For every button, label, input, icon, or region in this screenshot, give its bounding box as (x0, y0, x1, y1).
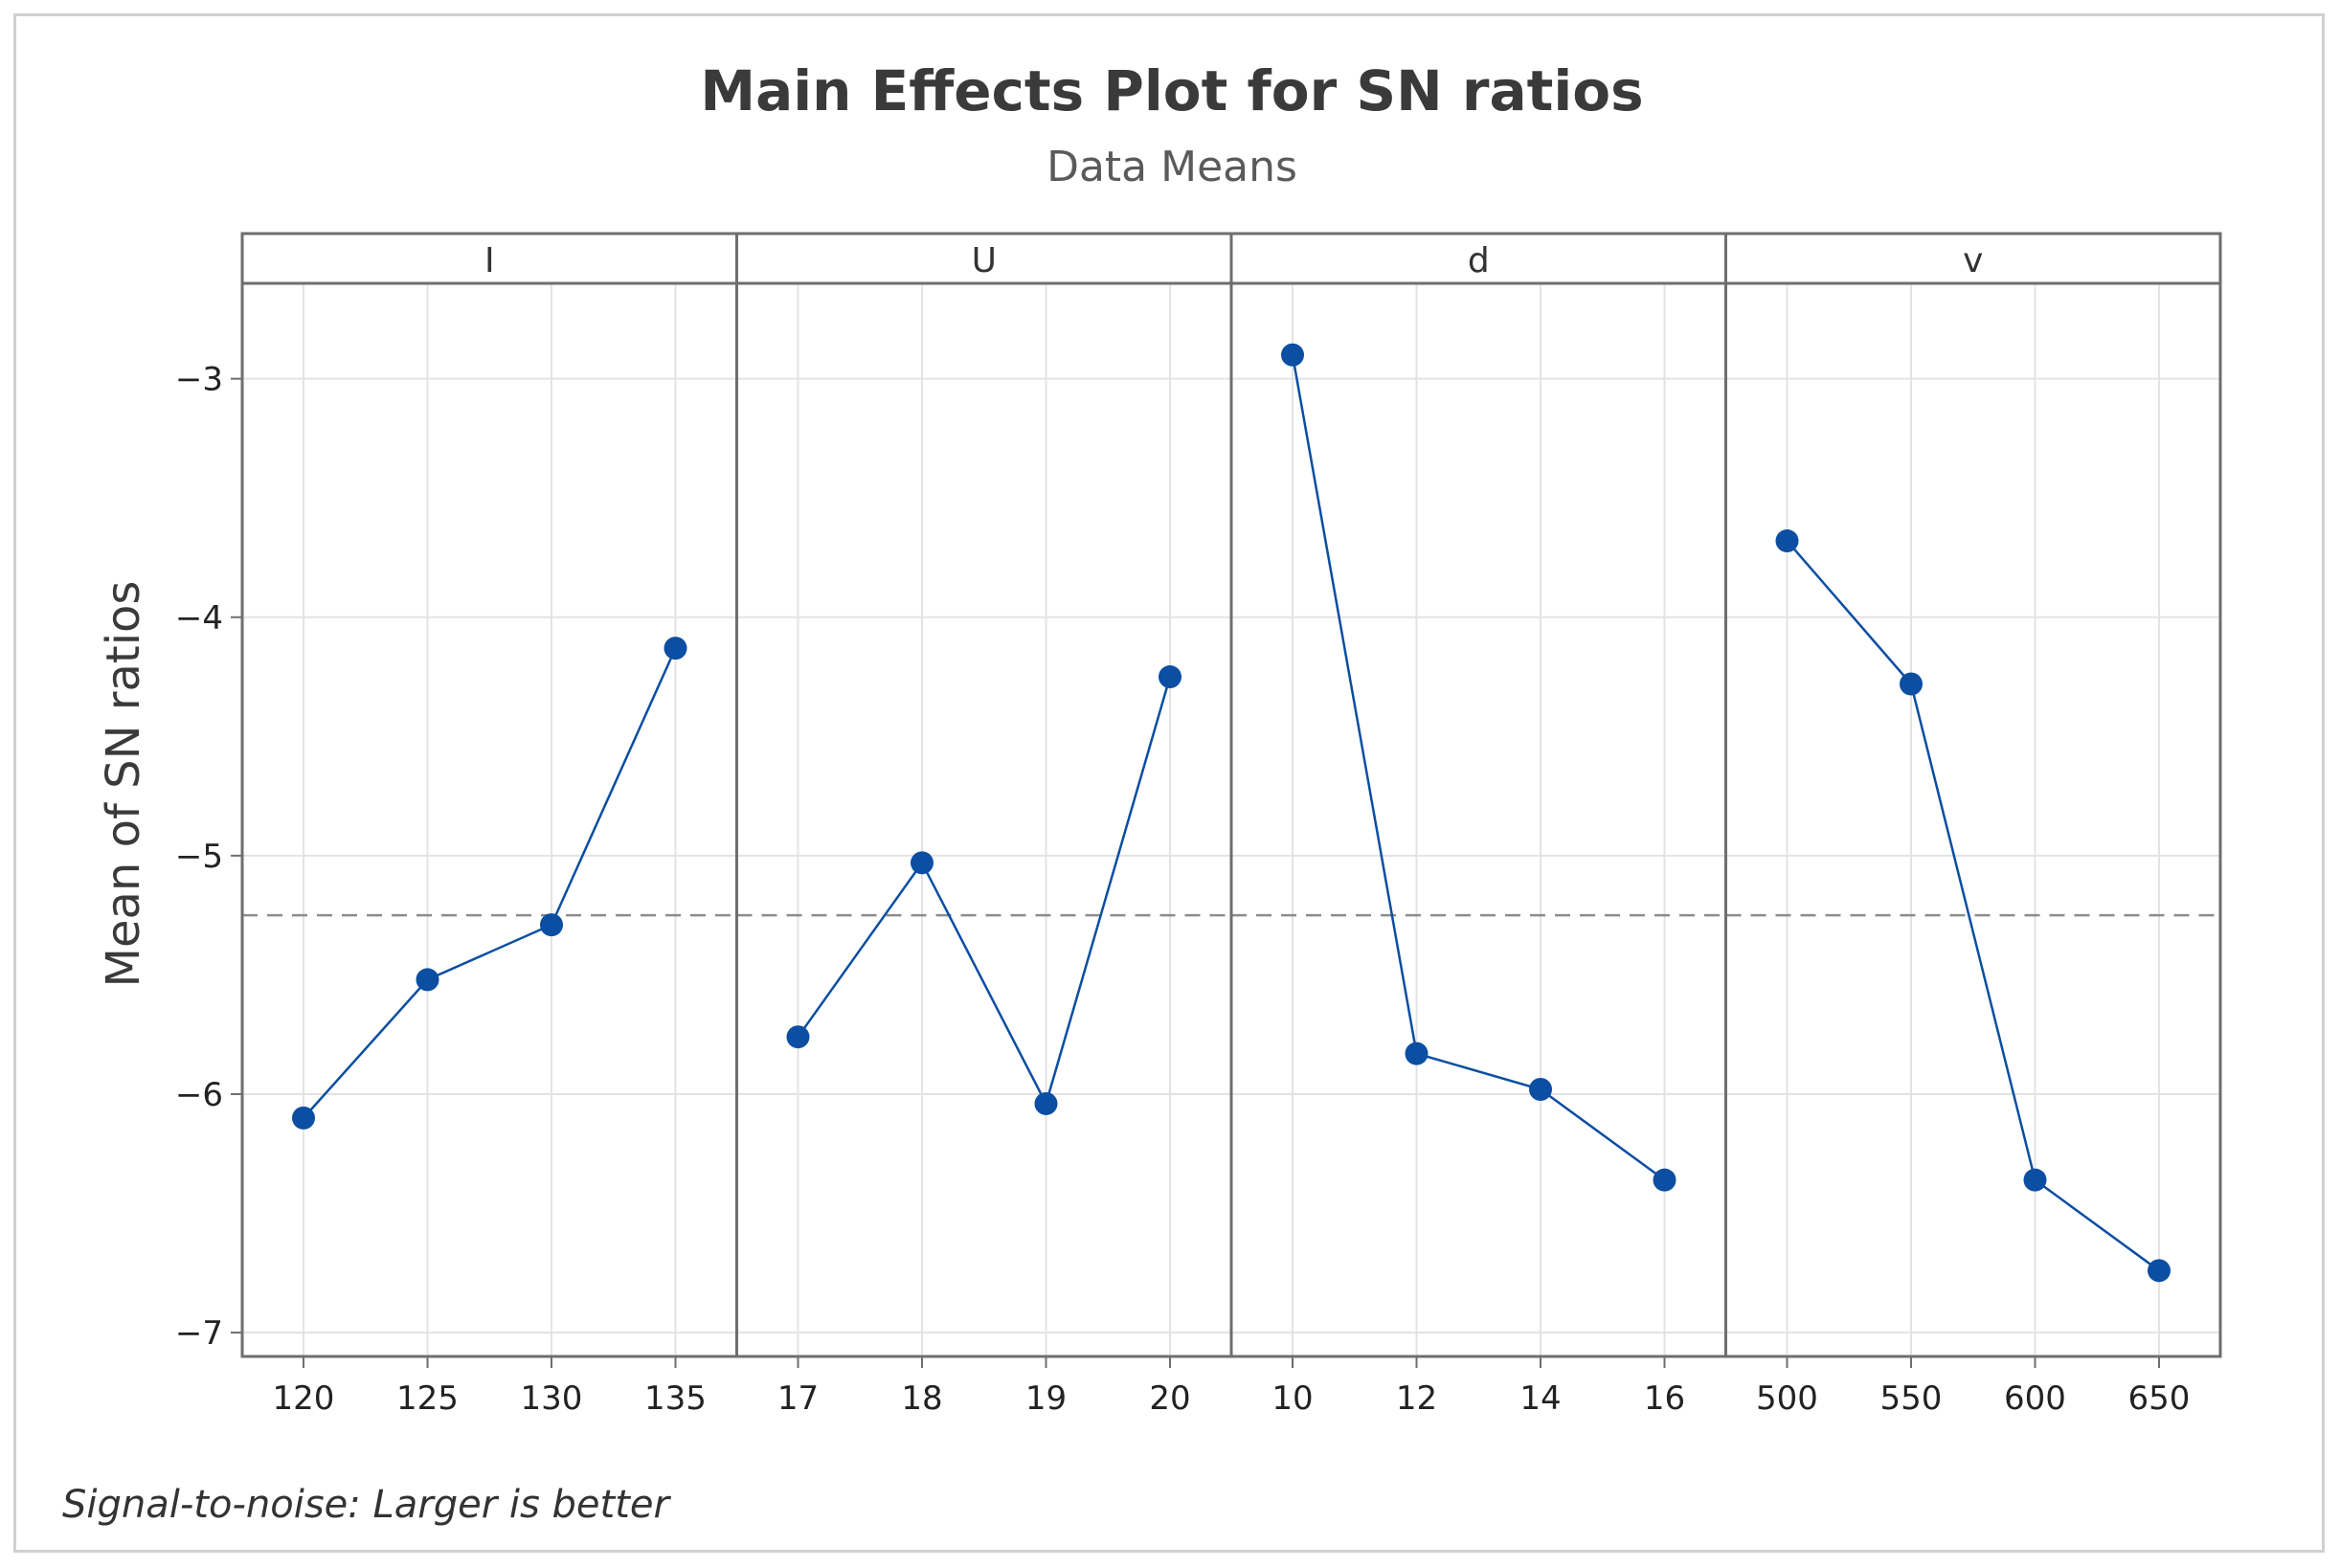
panel-header-v: v (1963, 241, 1983, 280)
data-point (1405, 1042, 1429, 1065)
series-line-I (303, 647, 677, 1119)
x-tick-label: 17 (777, 1379, 819, 1418)
data-point (2023, 1168, 2047, 1192)
x-tick-label: 19 (1025, 1379, 1067, 1418)
x-tick-label: 650 (2128, 1379, 2191, 1418)
y-tick-label: −4 (175, 599, 223, 638)
data-point (1900, 672, 1923, 696)
x-tick-label: 20 (1149, 1379, 1190, 1418)
data-point (2148, 1259, 2171, 1283)
data-point (1034, 1091, 1058, 1115)
series-line-v (1786, 540, 2160, 1272)
x-tick-label: 14 (1519, 1379, 1561, 1418)
data-point (1775, 529, 1799, 553)
data-point (1653, 1168, 1676, 1192)
x-tick-label: 135 (644, 1379, 707, 1418)
panel-header-d: d (1468, 241, 1490, 280)
series-line-d (1291, 354, 1666, 1181)
y-tick-label: −7 (175, 1314, 223, 1353)
x-tick-label: 12 (1396, 1379, 1437, 1418)
data-point (911, 851, 934, 875)
x-tick-label: 16 (1644, 1379, 1685, 1418)
x-tick-label: 550 (1880, 1379, 1943, 1418)
y-tick-label: −3 (175, 361, 223, 399)
x-tick-label: 120 (273, 1379, 335, 1418)
chart-subtitle: Data Means (1046, 143, 1297, 191)
x-tick-label: 600 (2004, 1379, 2066, 1418)
data-point (664, 637, 687, 661)
x-tick-label: 10 (1271, 1379, 1313, 1418)
series-line-U (797, 676, 1172, 1108)
data-point (1281, 343, 1304, 367)
footnote: Signal-to-noise: Larger is better (62, 1483, 672, 1527)
chart-title: Main Effects Plot for SN ratios (700, 58, 1643, 123)
y-axis-label: Mean of SN ratios (97, 581, 150, 988)
y-tick-label: −5 (175, 838, 223, 876)
chart-frame: Main Effects Plot for SN ratios Data Mea… (13, 13, 2325, 1553)
main-effects-chart: Main Effects Plot for SN ratios Data Mea… (62, 58, 2222, 1527)
plot-area: −7 −6 −5 −4 −3 120 125 130 135 I 17 18 19 20 U 10 12 14 16… (175, 232, 2222, 1418)
x-tick-label: 130 (521, 1379, 583, 1418)
x-tick-label: 125 (396, 1379, 459, 1418)
y-tick-label: −6 (175, 1076, 223, 1114)
data-point (292, 1106, 315, 1130)
data-point (540, 913, 563, 937)
panel-header-I: I (484, 241, 495, 280)
panel-header-U: U (972, 241, 997, 280)
x-tick-label: 500 (1756, 1379, 1818, 1418)
data-point (1529, 1077, 1552, 1101)
data-point (1159, 665, 1181, 689)
x-tick-label: 18 (901, 1379, 942, 1418)
data-point (416, 968, 439, 992)
data-point (786, 1025, 810, 1049)
